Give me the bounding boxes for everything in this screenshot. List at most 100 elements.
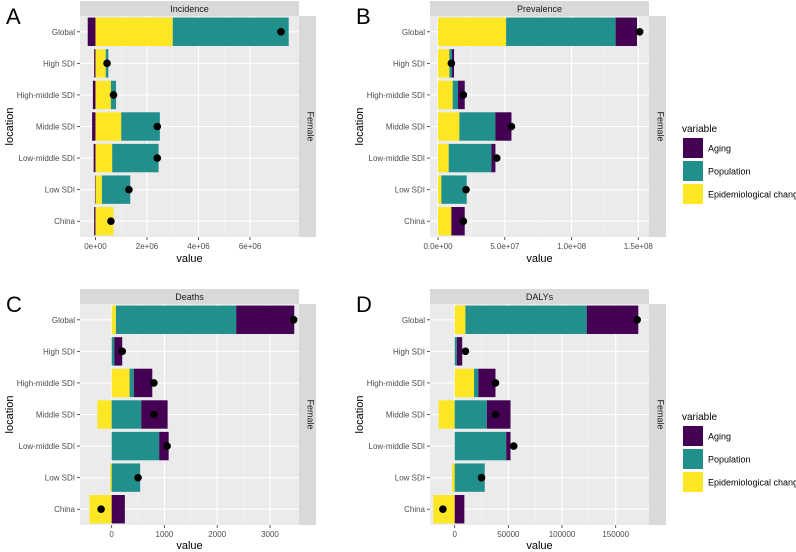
- y-tick-label: High SDI: [393, 347, 425, 356]
- x-tick-label: 0: [109, 530, 114, 539]
- bar-aging: [111, 495, 125, 524]
- x-axis-title: value: [176, 253, 202, 265]
- bar-epidemiological-change: [438, 175, 442, 204]
- bar-aging: [456, 337, 463, 366]
- bar-population: [115, 305, 237, 334]
- bar-epidemiological-change: [454, 305, 466, 334]
- y-tick-label: Global: [402, 28, 425, 37]
- net-change-point: [125, 185, 133, 194]
- y-tick-label: Low SDI: [45, 474, 75, 483]
- net-change-point: [461, 347, 470, 356]
- bar-population: [112, 143, 159, 173]
- net-change-point: [633, 315, 641, 324]
- net-change-point: [289, 315, 298, 324]
- panel-prevalence: B Prevalence Female value location 0.0e+…: [354, 1, 666, 265]
- facet-label: Female: [656, 111, 666, 141]
- bar-epidemiological-change: [97, 400, 112, 429]
- bar-epidemiological-change: [111, 305, 116, 334]
- y-tick-label: China: [54, 505, 75, 514]
- x-tick-label: 5.0e+07: [490, 242, 520, 251]
- bar-epidemiological-change: [111, 368, 130, 398]
- panel-strip: [430, 289, 649, 304]
- net-change-point: [509, 442, 518, 450]
- x-tick-label: 4e+06: [187, 242, 210, 251]
- x-axis-title: value: [526, 540, 552, 552]
- net-change-point: [103, 59, 111, 68]
- bar-population: [448, 143, 492, 173]
- panel-title: Incidence: [170, 4, 209, 14]
- bar-epidemiological-change: [95, 112, 122, 141]
- y-axis-title: location: [4, 396, 16, 434]
- bar-population: [454, 431, 507, 461]
- y-tick-label: Global: [52, 316, 75, 325]
- panel-strip: [80, 1, 299, 16]
- bar-population: [474, 368, 479, 398]
- legend: variable Aging Population Epidemiological …: [682, 124, 796, 204]
- net-change-point: [150, 410, 158, 419]
- y-tick-label: High SDI: [393, 59, 425, 68]
- legend: variable Aging Population Epidemiological …: [682, 412, 796, 492]
- y-tick-label: Low SDI: [395, 474, 425, 483]
- facet-strip: [299, 304, 316, 525]
- facet-strip: [649, 16, 666, 237]
- panel-strip: [430, 1, 649, 16]
- x-tick-label: 2e+06: [136, 242, 159, 251]
- bar-epidemiological-change: [95, 143, 113, 173]
- panel-title: Prevalence: [517, 4, 562, 14]
- y-tick-label: Low-middle SDI: [19, 442, 75, 451]
- bar-population: [129, 368, 134, 398]
- y-tick-label: China: [404, 217, 425, 226]
- net-change-point: [109, 91, 118, 99]
- net-change-point: [107, 217, 115, 226]
- bar-epidemiological-change: [95, 80, 111, 110]
- bar-population: [121, 112, 160, 141]
- bar-population: [454, 400, 487, 429]
- bar-epidemiological-change: [438, 112, 460, 141]
- legend-swatch-population: [683, 161, 703, 181]
- panel-title: DALYs: [526, 292, 554, 302]
- y-tick-label: Low-middle SDI: [369, 442, 425, 451]
- bar-epidemiological-change: [438, 49, 450, 78]
- facet-label: Female: [306, 399, 316, 429]
- x-tick-label: 150000: [602, 530, 629, 539]
- legend-swatch-epidemiological-change: [683, 472, 703, 492]
- net-change-point: [507, 122, 516, 131]
- bar-epidemiological-change: [95, 49, 106, 78]
- bar-aging: [236, 305, 295, 334]
- y-tick-label: High-middle SDI: [367, 91, 425, 100]
- legend-swatch-epidemiological-change: [683, 184, 703, 204]
- y-tick-label: Low-middle SDI: [369, 154, 425, 163]
- bar-population: [111, 400, 142, 429]
- y-tick-label: High SDI: [43, 347, 75, 356]
- y-tick-label: Global: [402, 316, 425, 325]
- facet-strip: [649, 304, 666, 525]
- y-axis-title: location: [354, 396, 366, 434]
- legend-label: Population: [708, 455, 751, 465]
- x-tick-label: 1.5e+08: [624, 242, 654, 251]
- bar-aging: [478, 368, 496, 398]
- bar-population: [459, 112, 496, 141]
- bar-population: [454, 337, 457, 366]
- bar-epidemiological-change: [438, 207, 452, 236]
- y-tick-label: China: [404, 505, 425, 514]
- bar-epidemiological-change: [438, 143, 449, 173]
- net-change-point: [492, 154, 501, 162]
- x-axis-title: value: [526, 253, 552, 265]
- net-change-point: [134, 473, 142, 482]
- bar-epidemiological-change: [95, 175, 102, 204]
- bar-aging: [92, 80, 96, 110]
- net-change-point: [153, 122, 162, 131]
- bar-population: [506, 17, 616, 46]
- net-change-point: [462, 185, 470, 194]
- legend-label: Population: [708, 167, 751, 177]
- y-tick-label: Middle SDI: [386, 411, 425, 420]
- x-tick-label: 0: [452, 530, 457, 539]
- bar-population: [111, 337, 115, 366]
- legend-label: Aging: [708, 144, 731, 154]
- bar-epidemiological-change: [452, 463, 455, 492]
- panel-deaths: C Deaths Female value location 0 1000 2000…: [4, 289, 316, 552]
- x-tick-label: 1.0e+08: [557, 242, 587, 251]
- net-change-point: [447, 59, 456, 68]
- bar-aging: [87, 17, 96, 46]
